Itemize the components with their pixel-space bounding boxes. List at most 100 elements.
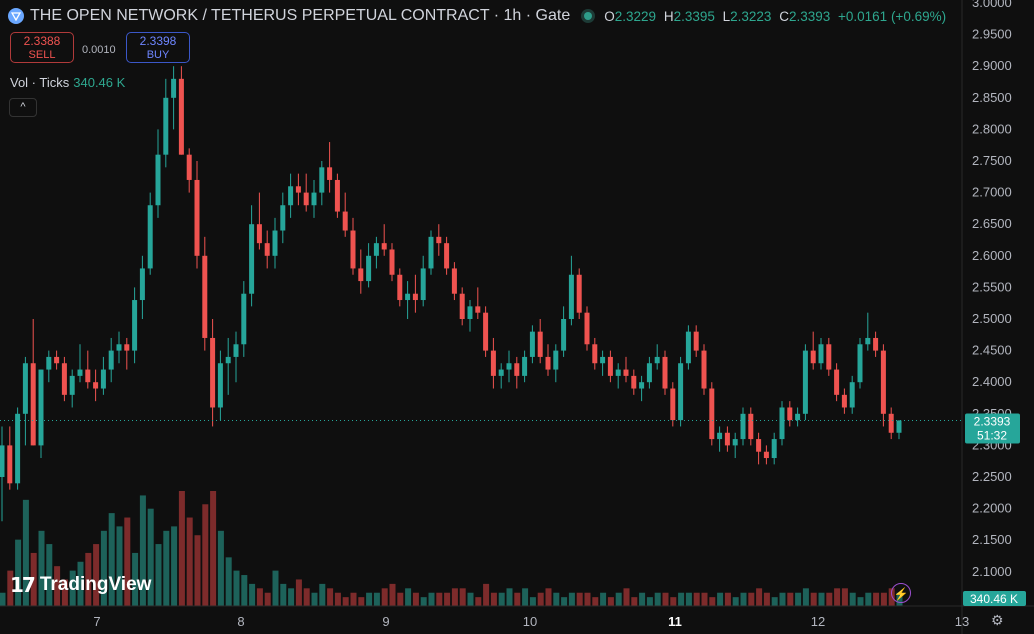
candle-body — [61, 363, 67, 395]
candle-body — [0, 445, 5, 477]
symbol-title[interactable]: THE OPEN NETWORK / TETHERUS PERPETUAL CO… — [30, 7, 571, 24]
candle-body — [194, 179, 200, 256]
volume-bar — [678, 592, 685, 606]
candle-body — [397, 274, 403, 301]
volume-bar — [857, 597, 864, 606]
price-tick-label: 2.1500 — [972, 532, 1012, 547]
candle — [178, 66, 184, 155]
candle-body — [202, 255, 208, 338]
candle — [77, 344, 83, 383]
candle — [545, 344, 551, 376]
volume-bar — [802, 588, 809, 606]
candle-body — [631, 375, 637, 389]
candle-body — [178, 78, 184, 155]
chevron-up-icon[interactable]: ^ — [9, 98, 37, 117]
price-tick-label: 2.7500 — [972, 153, 1012, 168]
candle-body — [124, 344, 130, 351]
volume-legend[interactable]: Vol · Ticks 340.46 K — [10, 75, 125, 90]
candle-body — [826, 344, 832, 370]
volume-bar — [124, 517, 131, 606]
volume-bar — [701, 592, 708, 606]
candle — [553, 344, 559, 383]
volume-bar — [319, 583, 326, 606]
volume-bar — [779, 592, 786, 606]
candle — [15, 407, 21, 490]
candle — [171, 66, 177, 130]
candle — [147, 192, 153, 275]
volume-bar — [15, 539, 22, 606]
time-tick-label: 7 — [93, 614, 100, 629]
volume-bar — [646, 597, 653, 606]
buy-button[interactable]: 2.3398 BUY — [126, 32, 190, 63]
volume-bar — [740, 592, 747, 606]
candle — [155, 129, 161, 218]
candle — [826, 337, 832, 376]
sell-button[interactable]: 2.3388 SELL — [10, 32, 74, 63]
volume-bar — [451, 588, 458, 606]
candle-body — [873, 337, 879, 351]
candle — [381, 224, 387, 256]
candle-body — [295, 186, 301, 193]
volume-bar — [662, 592, 669, 606]
candle — [717, 426, 723, 452]
time-tick-label: 13 — [955, 614, 969, 629]
price-tick-label: 2.4000 — [972, 374, 1012, 389]
candle — [763, 445, 769, 465]
candle — [139, 255, 145, 319]
candle — [498, 363, 504, 389]
volume-bar — [584, 592, 591, 606]
candle-body — [186, 154, 192, 180]
volume-label: Vol · Ticks — [10, 75, 70, 90]
candle — [319, 161, 325, 206]
volume-bar — [280, 583, 287, 606]
volume-bar — [303, 588, 310, 606]
volume-bar — [600, 592, 607, 606]
candle — [256, 192, 262, 250]
volume-bar — [498, 592, 505, 606]
lightning-icon[interactable]: ⚡ — [891, 583, 911, 603]
candle-body — [147, 205, 153, 269]
volume-bar — [693, 592, 700, 606]
volume-bar — [358, 597, 365, 606]
volume-bar — [685, 592, 692, 606]
candle-body — [46, 356, 52, 370]
candle-body — [615, 369, 621, 376]
candle — [857, 337, 863, 389]
current-price-label: 2.3393 — [974, 415, 1011, 429]
volume-bar — [444, 592, 451, 606]
candle-body — [818, 344, 824, 364]
candle-body — [506, 363, 512, 370]
candle-body — [69, 375, 75, 395]
candle — [358, 249, 364, 294]
candle — [639, 375, 645, 402]
candle — [100, 356, 106, 395]
volume-bar — [194, 535, 201, 606]
candle-body — [451, 268, 457, 294]
candle-body — [436, 236, 442, 244]
candle — [490, 337, 496, 389]
volume-bar — [366, 592, 373, 606]
volume-bar — [100, 530, 107, 606]
candle — [880, 344, 886, 427]
candle — [295, 173, 301, 206]
volume-bar — [576, 592, 583, 606]
candle-body — [483, 312, 489, 351]
candle-body — [264, 243, 270, 256]
candle — [467, 300, 473, 332]
volume-bar — [132, 552, 139, 606]
candle — [787, 401, 793, 427]
candle — [779, 401, 785, 446]
volume-bar — [38, 530, 45, 606]
volume-bar — [311, 592, 318, 606]
candle-body — [132, 300, 138, 351]
candle-body — [592, 344, 598, 364]
volume-bar — [849, 592, 856, 606]
volume-bar — [22, 499, 29, 606]
gear-icon[interactable]: ⚙ — [991, 612, 1004, 628]
candles — [0, 66, 902, 522]
candle — [288, 173, 294, 218]
volume-bar — [834, 588, 841, 606]
candle — [350, 217, 356, 275]
candle-body — [678, 363, 684, 421]
